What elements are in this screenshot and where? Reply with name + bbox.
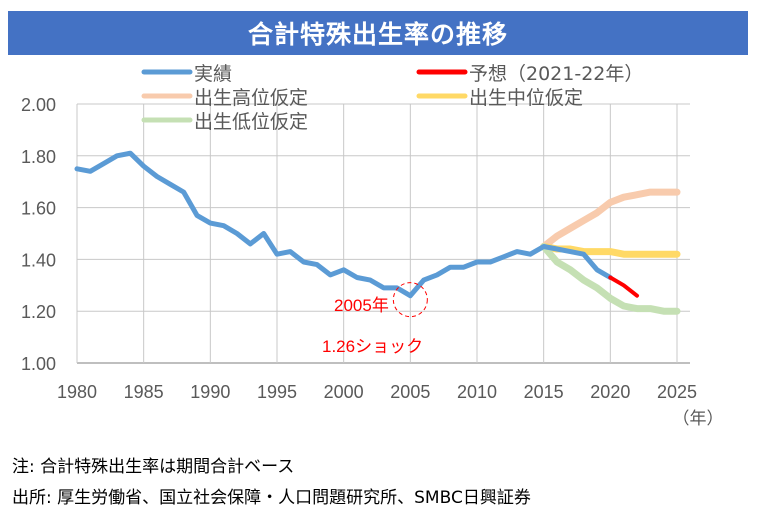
series-line-4: [540, 243, 681, 315]
annotation-circle: [392, 282, 428, 318]
legend-label: 実績: [194, 63, 232, 85]
y-tick-label: 1.40: [21, 250, 56, 270]
x-tick-label: 1990: [190, 382, 230, 402]
series-line-0: [74, 150, 613, 299]
annotation-year: 2005年: [334, 296, 389, 315]
legend-label: 出生中位仮定: [469, 87, 583, 109]
x-tick-label: 2020: [590, 382, 630, 402]
y-tick-label: 1.20: [21, 302, 56, 322]
x-tick-label: 1985: [124, 382, 164, 402]
y-tick-label: 2.00: [21, 95, 56, 115]
x-tick-label: 2025: [657, 382, 697, 402]
legend-label: 出生高位仮定: [194, 87, 308, 109]
x-tick-label: 2000: [324, 382, 364, 402]
x-tick-label: 2005: [390, 382, 430, 402]
annotation-label: 1.26ショック: [322, 337, 423, 356]
series-line-2: [540, 188, 681, 250]
chart-note: 注: 合計特殊出生率は期間合計ベース: [12, 457, 295, 477]
x-tick-label: 2010: [457, 382, 497, 402]
x-axis-label: （年）: [673, 409, 724, 429]
y-tick-label: 1.60: [21, 199, 56, 219]
x-tick-label: 1980: [57, 382, 97, 402]
legend-label: 出生低位仮定: [194, 111, 308, 133]
y-tick-label: 1.00: [21, 354, 56, 374]
legend-label: 予想（2021-22年）: [469, 63, 643, 85]
chart-source: 出所: 厚生労働省、国立社会保障・人口問題研究所、SMBC日興証券: [12, 488, 531, 508]
x-tick-label: 1995: [257, 382, 297, 402]
x-tick-label: 2015: [524, 382, 564, 402]
chart-title: 合計特殊出生率の推移: [8, 11, 748, 55]
series-line-1: [608, 275, 639, 298]
y-tick-label: 1.80: [21, 147, 56, 167]
